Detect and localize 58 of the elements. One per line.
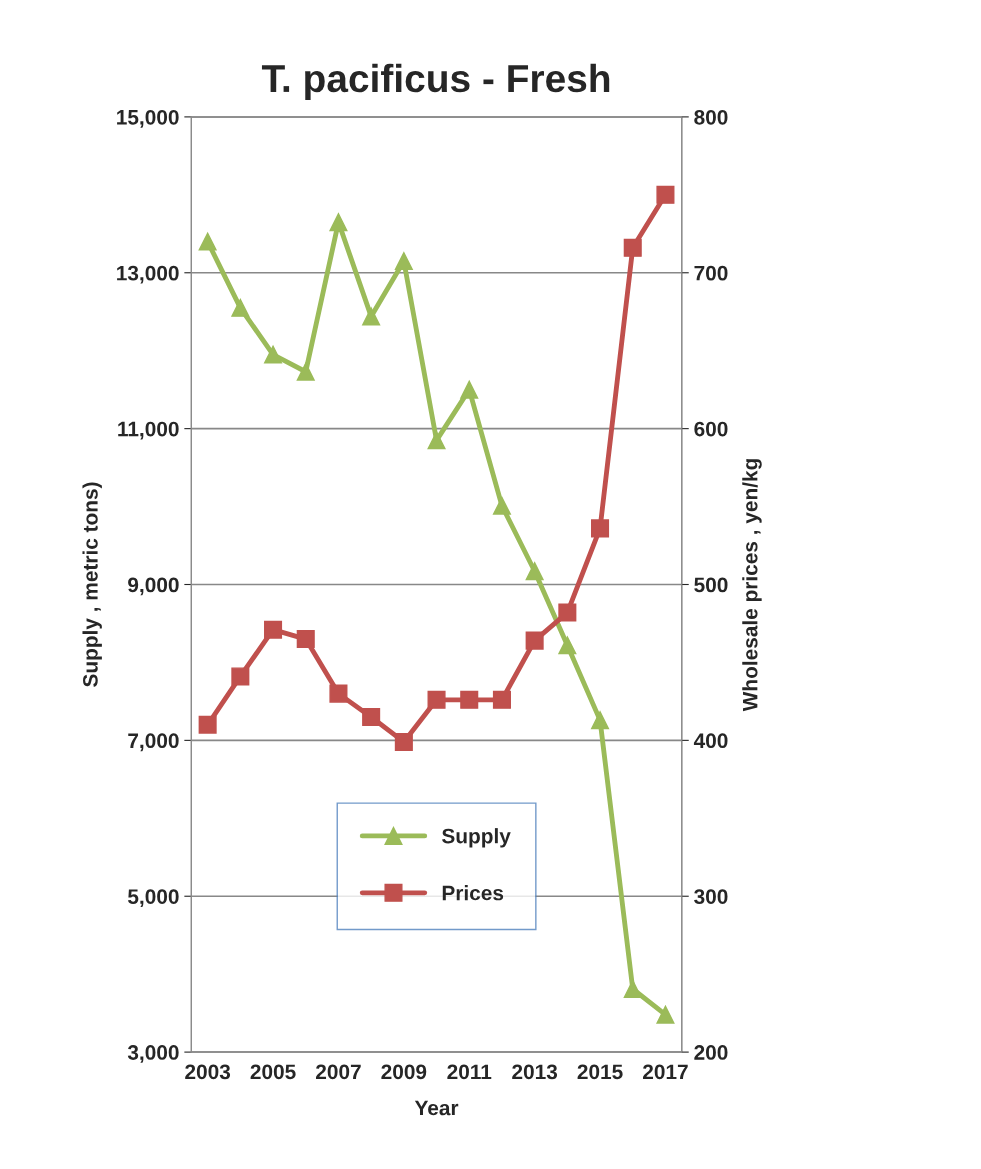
point [492,690,511,709]
point [362,307,381,326]
y2-tick-label: 200 [694,1045,728,1060]
y-tick-label: 9,000 [128,577,179,596]
point [558,603,577,622]
y-tick-label: 7,000 [128,733,179,752]
legend-label: Prices [442,885,504,901]
x-tick-label: 2017 [643,1064,688,1080]
point [231,667,250,686]
point [656,185,675,204]
point [198,232,217,251]
x-tick-label: 2009 [381,1064,427,1080]
point [198,715,217,734]
y-tick-label: 13,000 [117,265,179,284]
chart-title: T. pacificus - Fresh [261,63,610,100]
point [623,238,642,257]
point [460,380,479,399]
point [329,684,348,703]
legend-label: Supply [442,828,511,848]
x-tick-label: 2011 [447,1064,492,1080]
x-tick-label: 2015 [577,1064,623,1080]
y2-axis-title: Wholesale prices , yen/kg [742,459,762,712]
point [656,1005,675,1024]
point [558,636,577,655]
point [591,519,610,538]
y-tick-label: 3,000 [127,1045,179,1063]
point [362,707,381,727]
x-axis-title: Year [414,1100,459,1116]
point [427,431,446,450]
y-tick-label: 15,000 [117,109,179,128]
point [394,252,413,271]
point [296,630,315,649]
point [623,979,642,999]
point [296,362,315,381]
y2-tick-label: 300 [694,889,728,905]
y-tick-label: 5,000 [128,889,179,908]
y-axis-title: Supply , metric tons) [82,482,102,687]
point [525,631,544,650]
point [525,562,544,581]
point [591,711,610,730]
point [492,496,511,515]
point [460,690,479,709]
y2-tick-label: 500 [694,577,728,593]
y2-tick-label: 700 [694,265,728,281]
y2-tick-label: 600 [694,421,728,437]
y2-tick-label: 800 [694,109,728,125]
point [329,213,348,232]
x-tick-label: 2013 [512,1064,558,1080]
x-tick-label: 2003 [185,1064,231,1080]
point [264,345,283,364]
point [427,690,446,709]
point [264,620,283,639]
point [231,298,250,317]
y2-tick-label: 400 [693,733,728,749]
x-tick-label: 2005 [250,1064,296,1080]
y-tick-label: 11,000 [118,421,179,440]
x-tick-label: 2007 [316,1064,361,1080]
point [394,732,413,751]
